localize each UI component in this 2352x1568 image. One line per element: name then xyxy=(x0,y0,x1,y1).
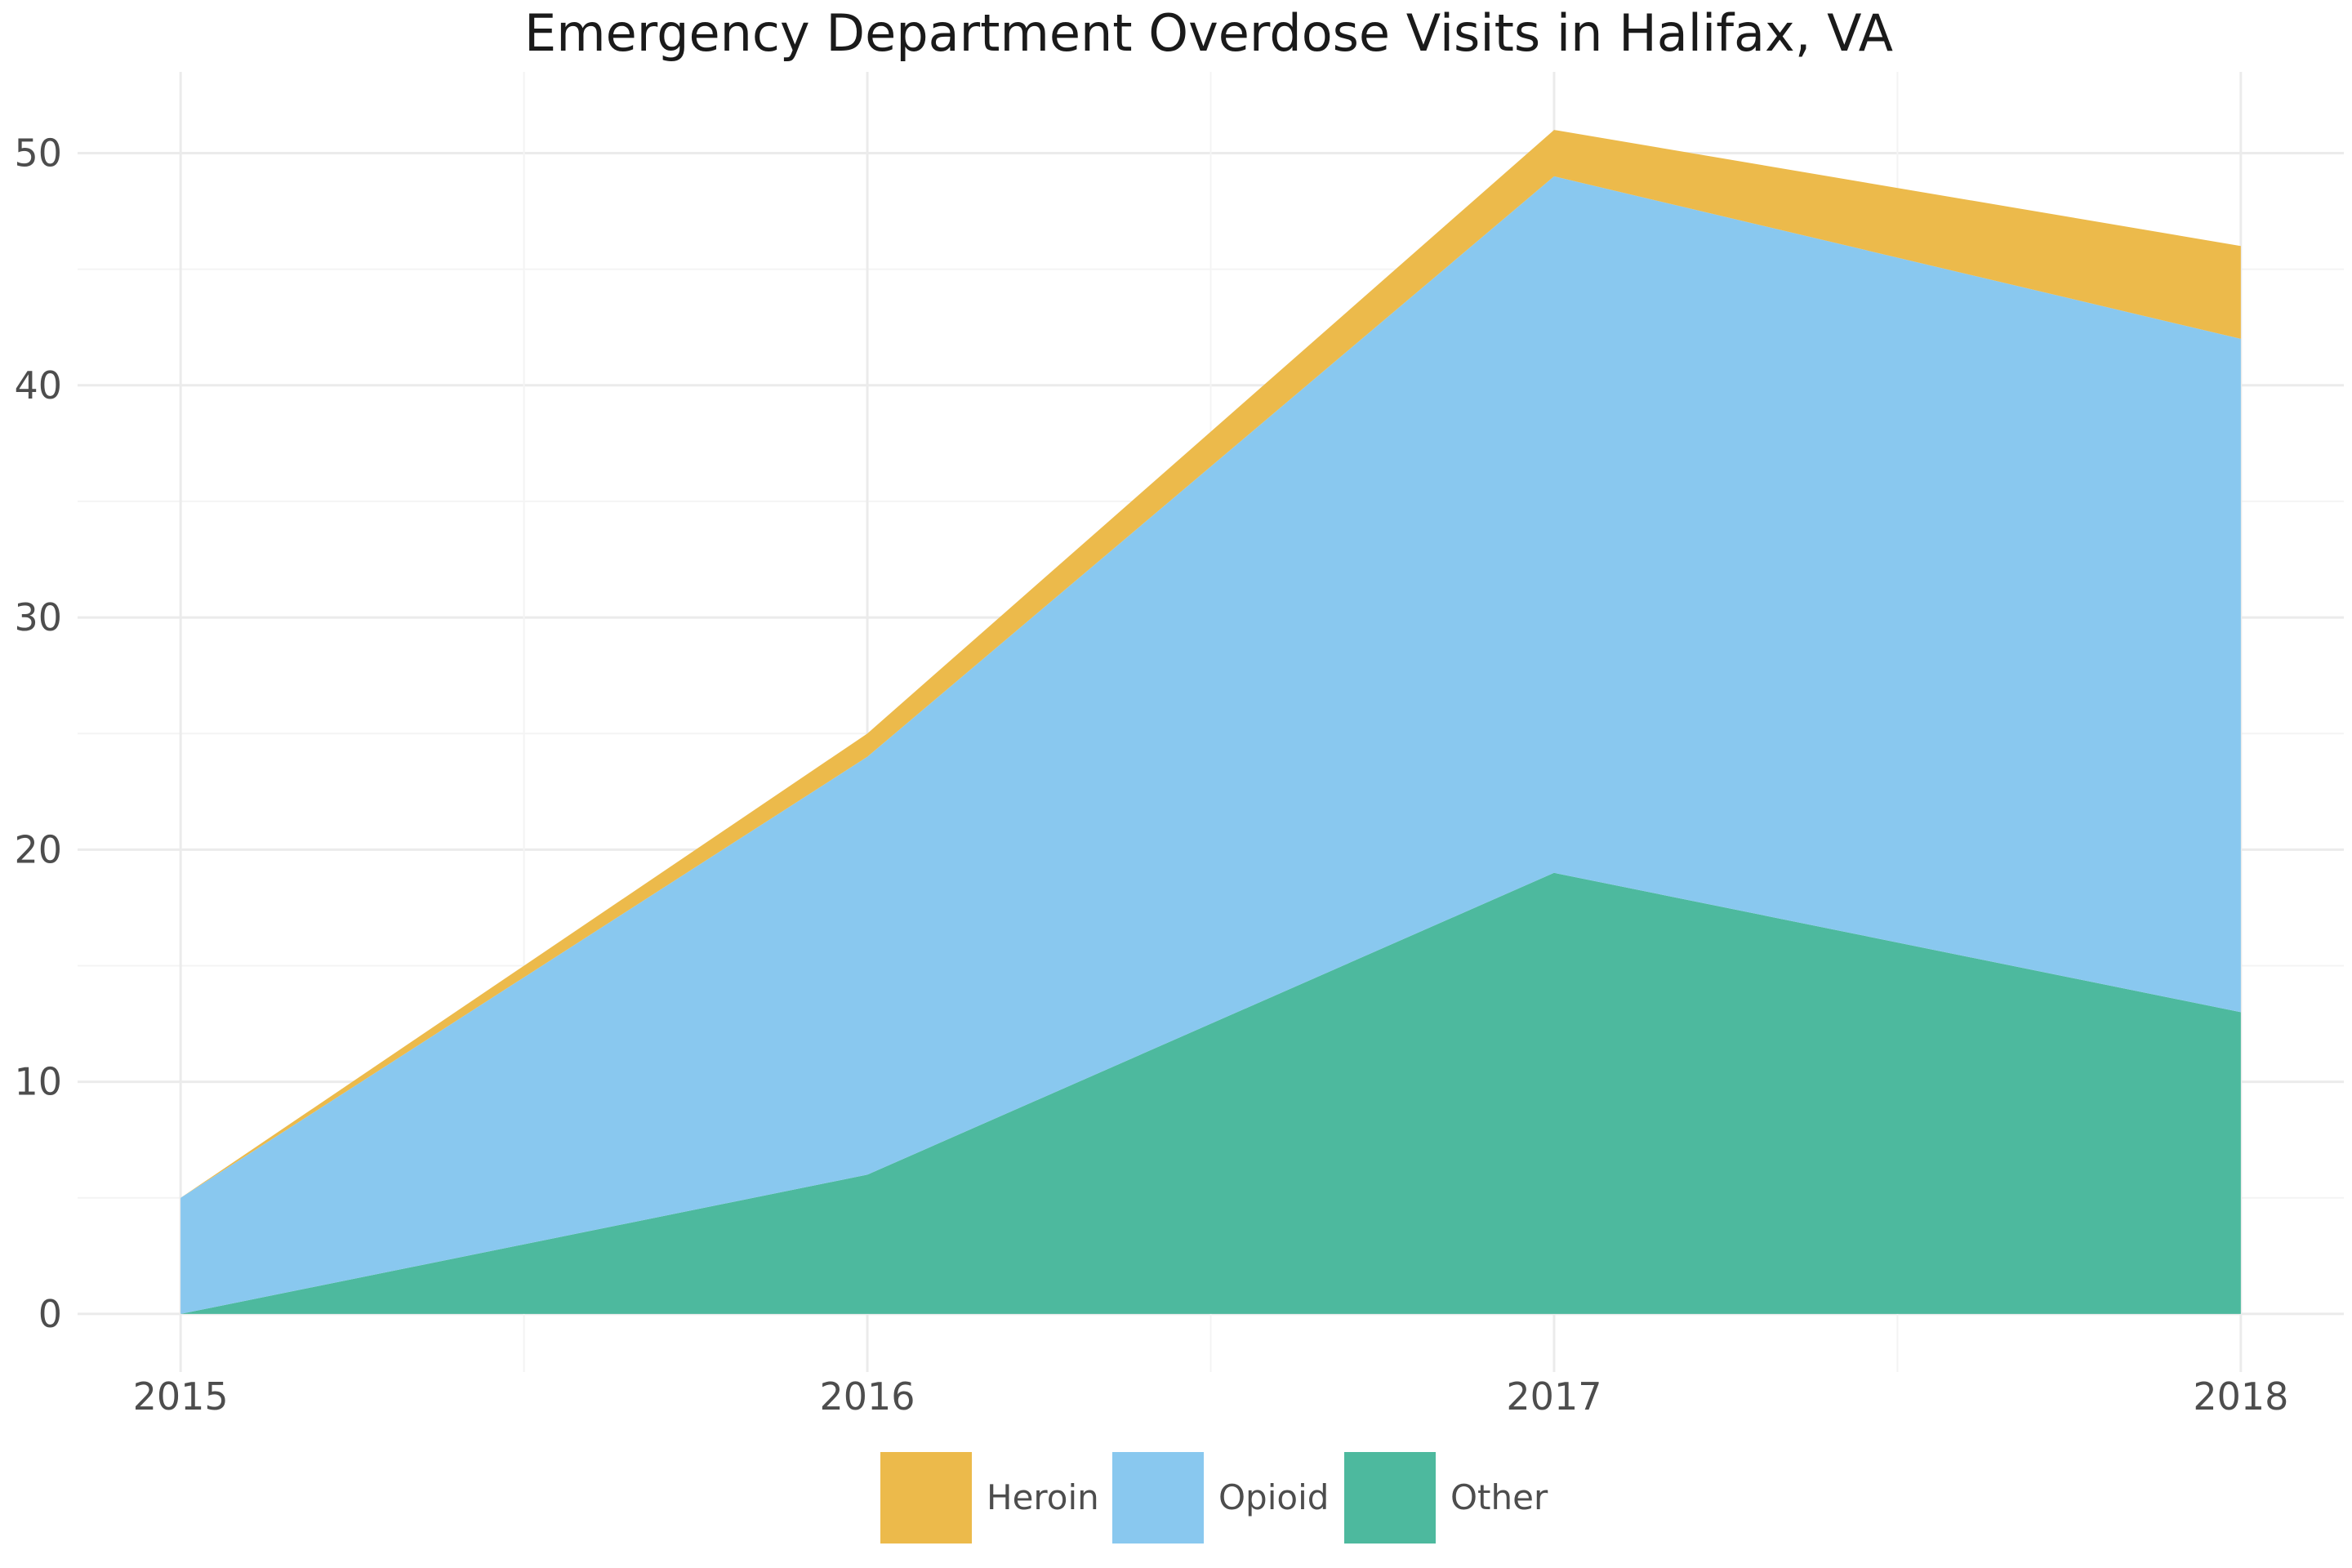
legend-swatch-other xyxy=(1344,1452,1436,1544)
y-tick-label: 20 xyxy=(14,827,62,871)
y-tick-label: 50 xyxy=(14,131,62,176)
legend-label-heroin: Heroin xyxy=(987,1477,1099,1517)
area-heroin xyxy=(180,130,2241,1198)
y-tick-label: 10 xyxy=(14,1060,62,1104)
area-other xyxy=(180,872,2241,1314)
x-tick-label: 2016 xyxy=(820,1374,915,1419)
area-series xyxy=(180,130,2241,1314)
legend-swatch-heroin xyxy=(880,1452,972,1544)
y-axis-tick-labels: 0 10 20 30 40 50 xyxy=(14,131,62,1336)
area-opioid xyxy=(180,176,2241,1314)
legend-label-opioid: Opioid xyxy=(1218,1477,1329,1517)
legend: Heroin Opioid Other xyxy=(880,1452,1548,1544)
x-axis-tick-labels: 2015 2016 2017 2018 xyxy=(133,1374,2289,1419)
y-tick-label: 0 xyxy=(38,1292,62,1336)
chart-title: Emergency Department Overdose Visits in … xyxy=(524,3,1893,63)
x-tick-label: 2017 xyxy=(1506,1374,1601,1419)
x-tick-label: 2018 xyxy=(2193,1374,2288,1419)
x-tick-label: 2015 xyxy=(133,1374,229,1419)
legend-label-other: Other xyxy=(1450,1477,1548,1517)
legend-swatch-opioid xyxy=(1112,1452,1204,1544)
y-tick-label: 30 xyxy=(14,595,62,639)
y-tick-label: 40 xyxy=(14,363,62,408)
